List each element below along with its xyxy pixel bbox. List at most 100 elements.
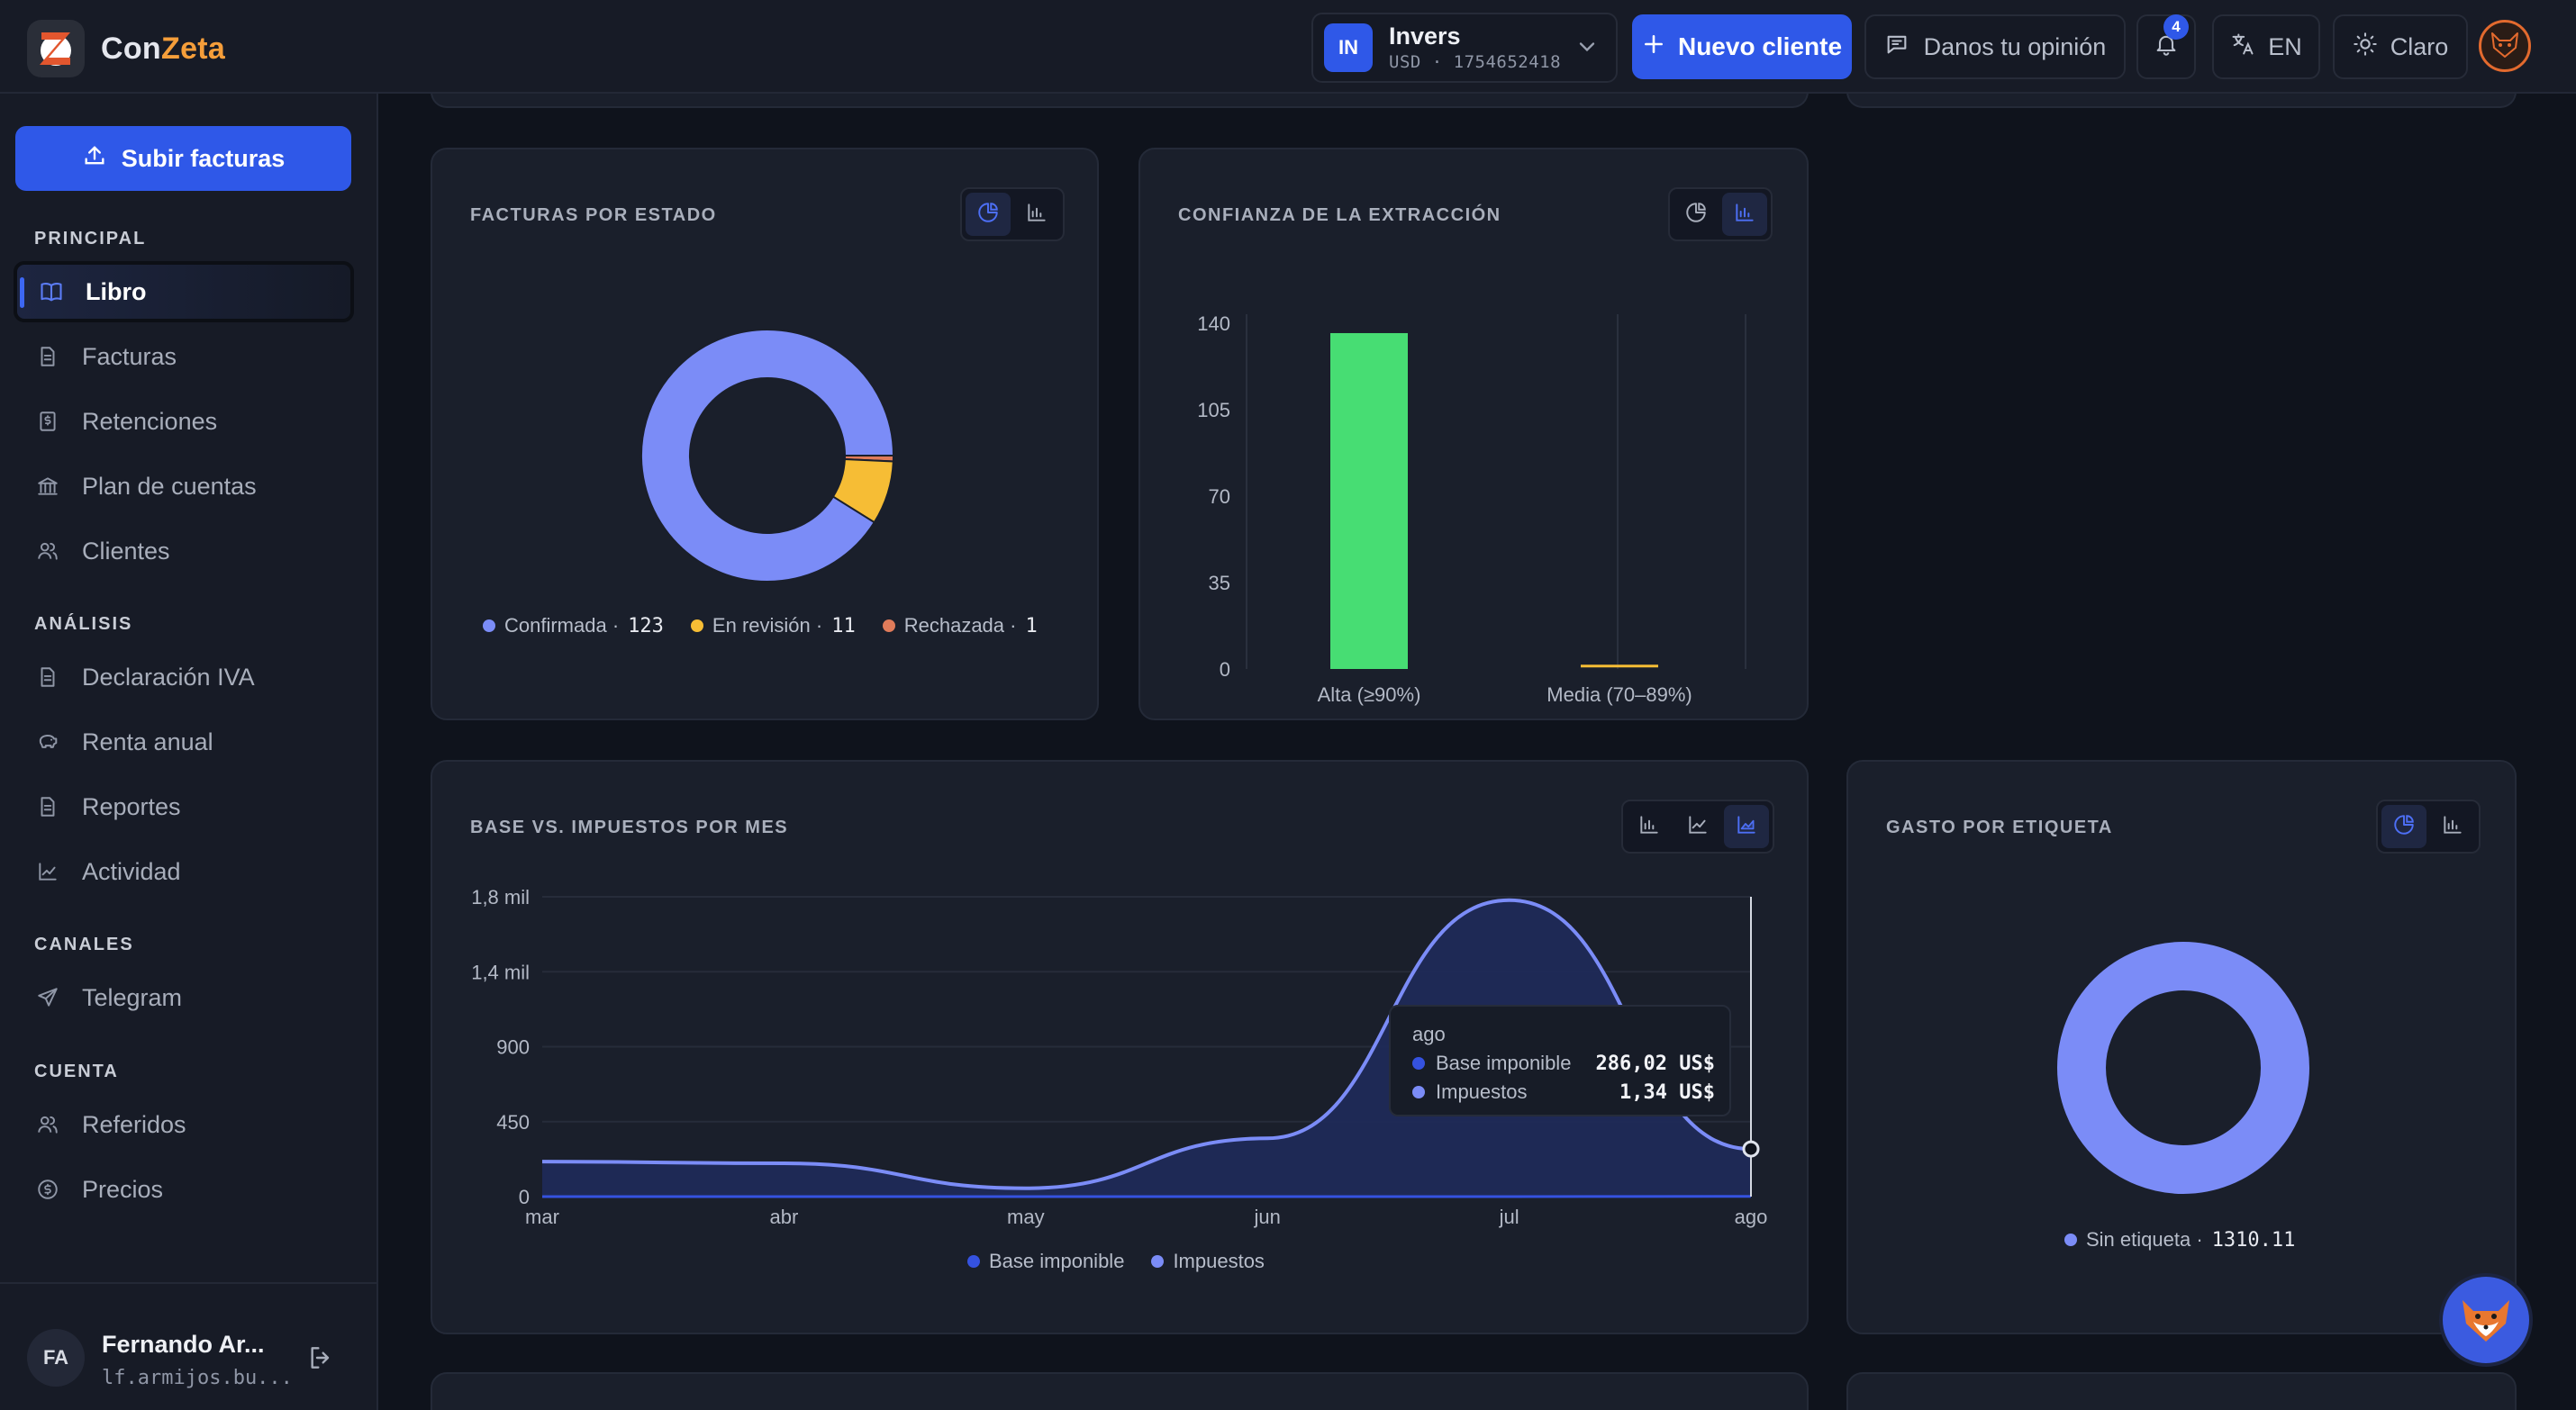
legend-value: 1310.11 [2211, 1228, 2296, 1252]
card-below-partial [431, 1372, 1809, 1410]
client-currency-id: USD · 1754652418 [1389, 52, 1562, 72]
pie-chart-icon [2392, 813, 2416, 841]
client-selector[interactable]: IN Invers USD · 1754652418 [1311, 13, 1618, 83]
bar-view-button[interactable] [1627, 805, 1672, 848]
legend-value: 123 [628, 614, 664, 637]
sidebar-item-libro[interactable]: Libro [14, 261, 354, 322]
dollar-circle-icon [35, 1177, 60, 1202]
area-fill-base [542, 899, 1751, 1197]
card-invoices-by-status: FACTURAS POR ESTADO Confirmada · 123 En … [431, 148, 1099, 720]
legend-label: Confirmada [504, 614, 607, 637]
y-tick-label: 1,8 mil [471, 886, 530, 908]
new-client-label: Nuevo cliente [1677, 32, 1843, 60]
sidebar-item-label: Retenciones [82, 407, 218, 435]
line-view-button[interactable] [1675, 805, 1720, 848]
sidebar-item-telegram[interactable]: Telegram [14, 967, 354, 1028]
theme-label: Claro [2390, 32, 2449, 60]
translate-icon [2230, 32, 2255, 63]
status-donut-chart [640, 329, 895, 583]
user-avatar[interactable]: FA [27, 1329, 85, 1387]
upload-label: Subir facturas [121, 144, 286, 172]
pie-chart-icon [1684, 201, 1708, 229]
sidebar-item-retenciones[interactable]: Retenciones [14, 391, 354, 452]
section-title-principal: PRINCIPAL [34, 229, 147, 249]
pie-view-button[interactable] [966, 193, 1011, 236]
section-title-analisis: ANÁLISIS [34, 614, 133, 634]
receipt-dollar-icon [35, 409, 60, 434]
section-title-canales: CANALES [34, 935, 134, 954]
chart-type-toggle [1621, 800, 1774, 854]
client-badge: IN [1324, 23, 1373, 72]
sidebar-item-facturas[interactable]: Facturas [14, 326, 354, 387]
y-tick-label: 105 [1197, 399, 1230, 421]
plus-icon [1642, 32, 1665, 62]
chart-tooltip: ago Base imponible 286,02 US$ Impuestos … [1389, 1005, 1731, 1116]
sidebar-item-declaracion-iva[interactable]: Declaración IVA [14, 646, 354, 708]
tooltip-label: Impuestos [1436, 1080, 1528, 1103]
bar-view-button[interactable] [1014, 193, 1059, 236]
chevron-down-icon [1574, 34, 1600, 66]
tag-donut-chart [2057, 942, 2309, 1194]
sidebar-item-reportes[interactable]: Reportes [14, 776, 354, 837]
upload-invoices-button[interactable]: Subir facturas [15, 126, 351, 191]
monthly-area-chart: 0 450 900 1,4 mil 1,8 mil mar abr may jun jul ago [471, 886, 1767, 1228]
tag-legend: Sin etiqueta · 1310.11 [2064, 1228, 2295, 1252]
sidebar-item-label: Clientes [82, 537, 170, 565]
bar-view-button[interactable] [2430, 805, 2475, 848]
upload-icon [82, 143, 107, 175]
sidebar-item-label: Telegram [82, 983, 183, 1011]
users-icon [35, 538, 60, 564]
sidebar-item-referidos[interactable]: Referidos [14, 1094, 354, 1155]
sidebar-item-renta-anual[interactable]: Renta anual [14, 711, 354, 773]
new-client-button[interactable]: Nuevo cliente [1632, 14, 1852, 79]
status-legend: Confirmada · 123 En revisión · 11 Rechaz… [483, 614, 1038, 637]
donut-slice[interactable] [2057, 942, 2309, 1194]
language-button[interactable]: EN [2212, 14, 2320, 79]
tooltip-title: ago [1412, 1023, 1446, 1045]
theme-toggle-button[interactable]: Claro [2333, 14, 2468, 79]
message-icon [1884, 32, 1909, 63]
legend-swatch [483, 619, 495, 632]
sidebar-item-label: Reportes [82, 792, 181, 820]
sidebar-item-plan-de-cuentas[interactable]: Plan de cuentas [14, 456, 354, 517]
pie-view-button[interactable] [1673, 193, 1719, 236]
logout-icon[interactable] [306, 1343, 335, 1377]
donut-slice[interactable] [640, 329, 895, 583]
legend-label: Sin etiqueta [2086, 1228, 2191, 1251]
notification-count-badge: 4 [2163, 14, 2189, 40]
chart-type-toggle [1668, 187, 1773, 241]
card-below-partial [1846, 1372, 2517, 1410]
area-chart-icon [1735, 813, 1758, 841]
series-line-base[interactable] [541, 898, 1752, 1190]
sidebar-item-precios[interactable]: Precios [14, 1159, 354, 1220]
sidebar-item-clientes[interactable]: Clientes [14, 520, 354, 582]
feedback-button[interactable]: Danos tu opinión [1864, 14, 2126, 79]
sidebar-item-actividad[interactable]: Actividad [14, 841, 354, 902]
bar-chart-icon [1025, 201, 1048, 229]
pie-chart-icon [976, 201, 1000, 229]
line-chart-icon [1686, 813, 1710, 841]
bar[interactable] [1581, 664, 1658, 668]
user-email: lf.armijos.bu... [102, 1367, 293, 1389]
sidebar: Subir facturas PRINCIPAL Libro Facturas … [0, 94, 378, 1410]
sidebar-item-label: Precios [82, 1175, 164, 1203]
legend-swatch [690, 619, 703, 632]
bank-icon [35, 474, 60, 499]
legend-label: Rechazada [903, 614, 1005, 637]
card-title: BASE VS. IMPUESTOS POR MES [470, 818, 789, 837]
area-view-button[interactable] [1724, 805, 1769, 848]
x-tick-label: Alta (≥90%) [1318, 683, 1421, 706]
user-profile: FA Fernando Ar... lf.armijos.bu... [0, 1282, 378, 1410]
sidebar-item-label: Referidos [82, 1110, 186, 1138]
legend-value: 11 [831, 614, 856, 637]
hover-point[interactable] [1742, 1140, 1760, 1158]
notifications-button[interactable]: 4 [2136, 14, 2196, 79]
tooltip-row: Base imponible 286,02 US$ [1412, 1052, 1715, 1075]
assistant-mascot-button[interactable] [2439, 1273, 2533, 1367]
legend-swatch [2064, 1234, 2077, 1246]
pie-view-button[interactable] [2381, 805, 2426, 848]
account-avatar[interactable] [2479, 20, 2531, 72]
bar-view-button[interactable] [1722, 193, 1767, 236]
bar[interactable] [1330, 332, 1408, 669]
brand[interactable]: ConZeta [27, 20, 225, 77]
